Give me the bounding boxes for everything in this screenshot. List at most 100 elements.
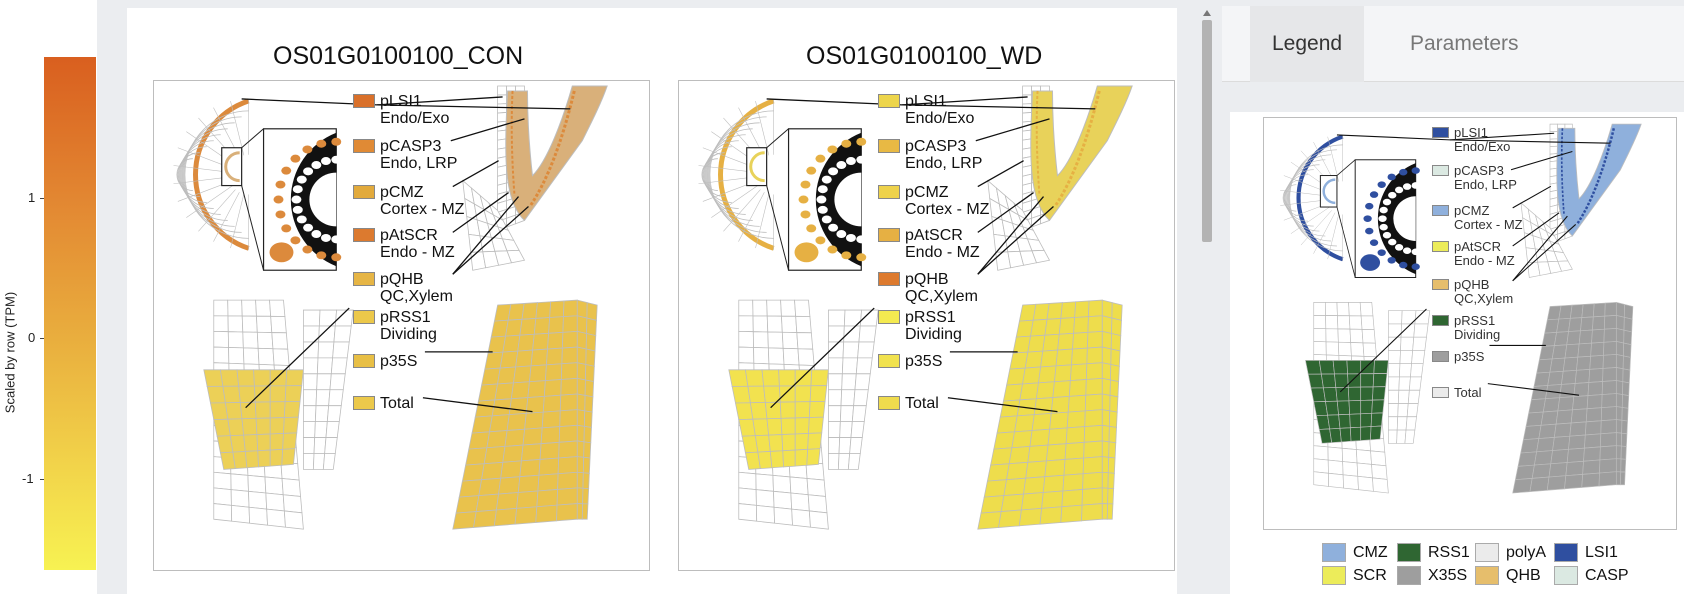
tissue-name: pQHB — [905, 271, 949, 288]
efp-image-con: pLSI1 Endo/Exo pCASP3 Endo, LRP pCMZ Cortex -… — [153, 80, 650, 571]
legend-tissue-name: pCASP3 — [1454, 163, 1504, 178]
key-item-scr: SCR — [1322, 565, 1402, 587]
legend-tissue-description: Cortex - MZ — [1454, 217, 1523, 232]
key-label: LSI1 — [1585, 544, 1618, 561]
tissue-name: pAtSCR — [905, 227, 963, 244]
tissue-swatch — [878, 396, 900, 410]
legend-label-pqhb: pQHB QC,Xylem — [1454, 278, 1513, 306]
tissue-description: Endo - MZ — [905, 244, 980, 261]
legend-tissue-description: Endo/Exo — [1454, 139, 1511, 154]
colorbar-tick-label: 0 — [28, 330, 36, 346]
colorbar-panel: Scaled by row (TPM) 1 0 -1 — [0, 0, 97, 594]
efp-drawing-wd — [698, 85, 1133, 530]
legend-label-total: Total — [1454, 386, 1481, 400]
plot-title-wd: OS01G0100100_WD — [806, 42, 1043, 70]
tissue-description: QC,Xylem — [380, 288, 453, 305]
plot-title-con: OS01G0100100_CON — [273, 42, 524, 70]
key-swatch — [1397, 566, 1421, 585]
legend-tissue-name: pLSI1 — [1454, 125, 1488, 140]
scrollbar-thumb[interactable] — [1202, 20, 1212, 242]
tissue-name: Total — [905, 395, 939, 412]
tissue-label-plsi1: pLSI1 Endo/Exo — [380, 93, 449, 127]
tissue-name: Total — [380, 395, 414, 412]
tissue-description: Dividing — [380, 326, 437, 343]
colorbar-tick-mark — [40, 478, 44, 480]
legend-tissue-name: pAtSCR — [1454, 239, 1501, 254]
tissue-label-pcasp3: pCASP3 Endo, LRP — [905, 138, 982, 172]
right-panel: Legend Parameters pLSI1 Endo/Exo pCASP3 End… — [1222, 0, 1684, 594]
tissue-swatch — [353, 139, 375, 153]
legend-label-pcmz: pCMZ Cortex - MZ — [1454, 204, 1523, 232]
colorbar-title: Scaled by row (TPM) — [2, 291, 18, 414]
key-swatch — [1475, 543, 1499, 562]
tissue-name: pCMZ — [380, 184, 424, 201]
tab-legend[interactable]: Legend — [1250, 6, 1365, 82]
tissue-swatch — [878, 94, 900, 108]
tissue-name: pCASP3 — [380, 138, 442, 155]
tissue-description: Endo/Exo — [380, 110, 450, 127]
tissue-label-p35s: p35S — [905, 353, 942, 370]
scroll-up-arrow-icon[interactable] — [1203, 10, 1211, 16]
key-swatch — [1554, 543, 1578, 562]
key-label: SCR — [1353, 567, 1387, 584]
key-item-polya: polyA — [1475, 542, 1555, 564]
tissue-label-prss1: pRSS1 Dividing — [380, 309, 437, 343]
legend-tissue-description: QC,Xylem — [1454, 291, 1514, 306]
tissue-swatch — [353, 396, 375, 410]
tissue-description: Endo, LRP — [905, 155, 983, 172]
legend-efp-image: pLSI1 Endo/Exo pCASP3 Endo, LRP pCMZ Cortex -… — [1263, 117, 1677, 530]
tissue-name: pQHB — [380, 271, 424, 288]
legend-tissue-name: Total — [1454, 385, 1482, 400]
tissue-swatch — [878, 185, 900, 199]
tissue-label-total: Total — [905, 395, 939, 412]
legend-label-plsi1: pLSI1 Endo/Exo — [1454, 126, 1510, 154]
key-swatch — [1397, 543, 1421, 562]
key-item-cmz: CMZ — [1322, 542, 1402, 564]
tissue-swatch — [878, 310, 900, 324]
tissue-label-pqhb: pQHB QC,Xylem — [380, 271, 453, 305]
tissue-swatch — [878, 139, 900, 153]
tissue-name: pCMZ — [905, 184, 949, 201]
tissue-name: p35S — [380, 353, 418, 370]
tissue-description: Cortex - MZ — [380, 201, 465, 218]
legend-swatch — [1432, 205, 1449, 216]
legend-label-p35s: p35S — [1454, 350, 1484, 364]
key-swatch — [1322, 543, 1346, 562]
tissue-name: pAtSCR — [380, 227, 438, 244]
colorbar-tick-label: 1 — [28, 189, 36, 205]
legend-tissue-name: pRSS1 — [1454, 313, 1496, 328]
legend-swatch — [1432, 241, 1449, 252]
tissue-label-patscr: pAtSCR Endo - MZ — [380, 227, 455, 261]
key-item-lsi1: LSI1 — [1554, 542, 1634, 564]
legend-label-pcasp3: pCASP3 Endo, LRP — [1454, 164, 1517, 192]
key-swatch — [1322, 566, 1346, 585]
tissue-description: QC,Xylem — [905, 288, 978, 305]
legend-label-patscr: pAtSCR Endo - MZ — [1454, 240, 1515, 268]
tissue-label-plsi1: pLSI1 Endo/Exo — [905, 93, 974, 127]
legend-swatch — [1432, 315, 1449, 326]
key-item-casp: CASP — [1554, 565, 1634, 587]
tissue-swatch — [353, 94, 375, 108]
legend-swatch — [1432, 127, 1449, 138]
tissue-label-pcasp3: pCASP3 Endo, LRP — [380, 138, 457, 172]
tissue-swatch — [353, 228, 375, 242]
key-item-x35s: X35S — [1397, 565, 1477, 587]
key-item-qhb: QHB — [1475, 565, 1555, 587]
legend-swatch — [1432, 279, 1449, 290]
tissue-swatch — [878, 354, 900, 368]
efp-drawing-con — [173, 85, 608, 530]
key-item-rss1: RSS1 — [1397, 542, 1477, 564]
key-label: X35S — [1428, 567, 1468, 584]
tissue-label-pcmz: pCMZ Cortex - MZ — [380, 184, 464, 218]
tissue-label-p35s: p35S — [380, 353, 417, 370]
tab-parameters[interactable]: Parameters — [1410, 32, 1519, 55]
key-swatch — [1554, 566, 1578, 585]
tissue-description: Endo, LRP — [380, 155, 458, 172]
key-swatch — [1475, 566, 1499, 585]
tissue-swatch — [353, 310, 375, 324]
legend-tissue-name: pQHB — [1454, 277, 1490, 292]
key-label: CASP — [1585, 567, 1629, 584]
efp-image-wd: pLSI1 Endo/Exo pCASP3 Endo, LRP pCMZ Cortex -… — [678, 80, 1175, 571]
tissue-name: pLSI1 — [380, 93, 422, 110]
